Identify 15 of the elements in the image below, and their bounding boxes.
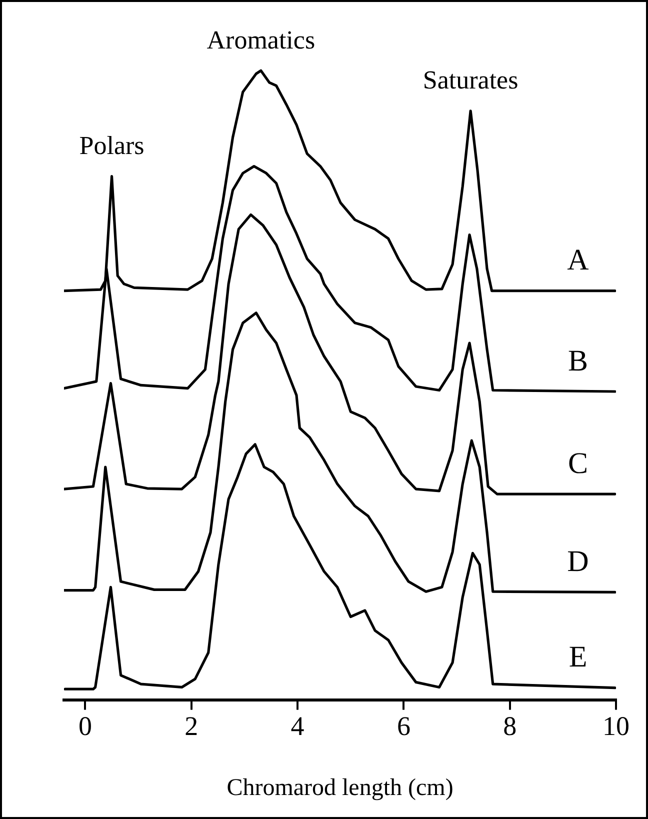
x-axis-title: Chromarod length (cm) xyxy=(226,774,454,801)
series-label: D xyxy=(567,545,589,578)
series-label: E xyxy=(568,640,588,674)
text: Aromatics xyxy=(206,25,316,54)
series-label: C xyxy=(568,446,588,480)
x-tick-label: 0 xyxy=(78,711,92,742)
x-tick-label: 8 xyxy=(503,711,517,742)
annotation: Polars xyxy=(79,131,144,160)
series-label: B xyxy=(568,344,588,378)
x-tick-label: 6 xyxy=(396,711,410,742)
x-tick-label: 10 xyxy=(602,711,630,742)
annotation: Saturates xyxy=(422,66,518,95)
x-tick-label: 4 xyxy=(290,711,305,742)
series-label: A xyxy=(567,244,590,277)
x-tick-label: 2 xyxy=(184,711,198,742)
